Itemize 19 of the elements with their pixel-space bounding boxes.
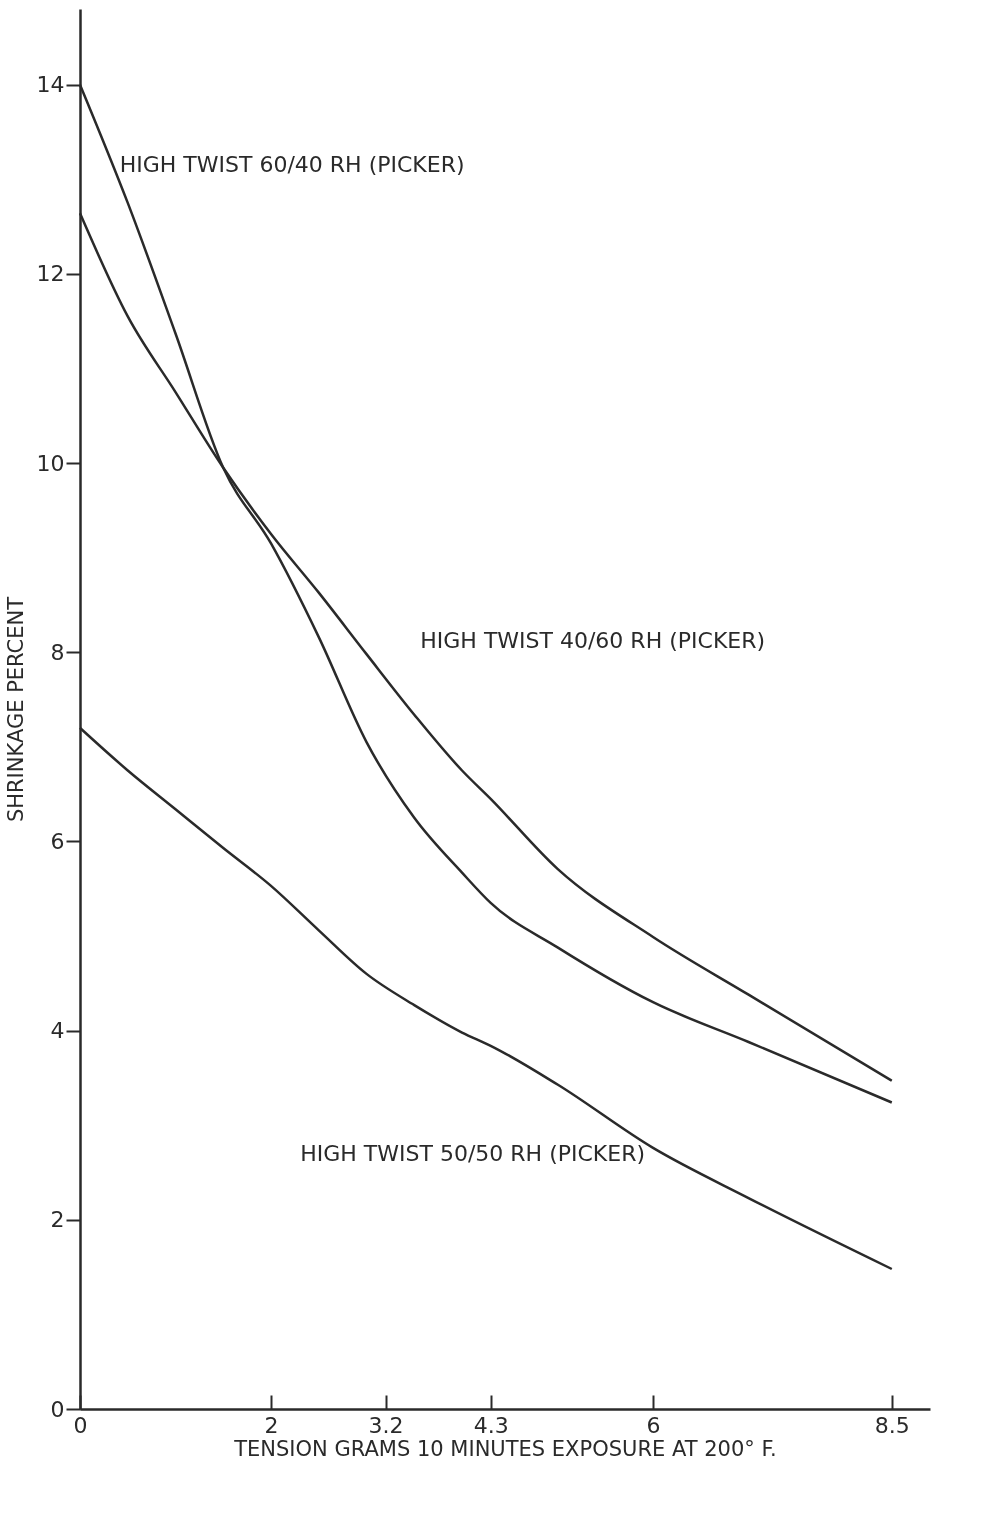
series-label: HIGH TWIST 40/60 RH (PICKER) (420, 627, 766, 653)
y-axis-title: SHRINKAGE PERCENT (3, 596, 28, 823)
y-tick-label: 10 (36, 450, 65, 476)
x-tick-label: 8.5 (874, 1412, 910, 1438)
x-axis-title: TENSION GRAMS 10 MINUTES EXPOSURE AT 200° F. (233, 1436, 777, 1461)
x-tick-label: 2 (264, 1412, 279, 1438)
x-tick-label: 4.3 (473, 1412, 509, 1438)
y-tick-label: 6 (50, 828, 65, 854)
y-tick-label: 14 (36, 72, 65, 98)
x-tick-label: 6 (646, 1412, 661, 1438)
y-tick-label: 8 (50, 639, 65, 665)
series-label: HIGH TWIST 50/50 RH (PICKER) (300, 1140, 646, 1166)
y-tick-label: 4 (50, 1018, 65, 1044)
y-tick-label: 2 (50, 1207, 65, 1233)
y-tick-label: 12 (36, 261, 65, 287)
y-tick-label: 0 (50, 1396, 65, 1422)
series-label: HIGH TWIST 60/40 RH (PICKER) (119, 151, 465, 177)
x-tick-label: 3.2 (368, 1412, 404, 1438)
x-tick-label: 0 (73, 1412, 88, 1438)
